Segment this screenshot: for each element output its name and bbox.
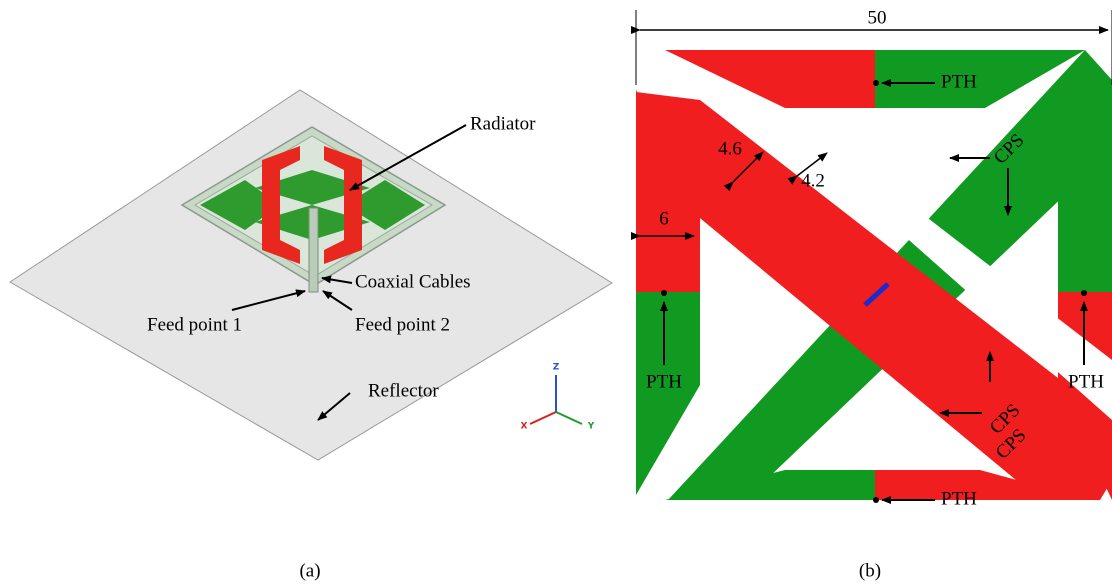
- axis-x: [530, 412, 556, 424]
- label: Reflector: [368, 380, 439, 401]
- pth-dot: [873, 80, 879, 86]
- coaxial-cable: [309, 208, 318, 292]
- top-bar-left: [665, 50, 875, 108]
- axis-y: [556, 412, 582, 424]
- label: PTH: [1068, 371, 1104, 392]
- pth-dot: [661, 290, 667, 296]
- axis-label: Z: [553, 363, 560, 373]
- label: PTH: [646, 371, 682, 392]
- label: Feed point 1: [147, 314, 242, 335]
- dimension: 6: [659, 208, 669, 229]
- label: PTH: [941, 488, 977, 509]
- label: Radiator: [470, 113, 536, 134]
- axis-label: X: [521, 422, 528, 432]
- figure: Radiator Coaxial Cables Feed point 1 Fee…: [0, 0, 1112, 588]
- panel-a: Radiator Coaxial Cables Feed point 1 Fee…: [10, 90, 612, 581]
- caption: (a): [299, 560, 320, 581]
- axis-label: Y: [587, 422, 595, 432]
- pth-dot: [873, 497, 879, 503]
- dimension: 4.6: [718, 138, 742, 159]
- dimension: 4.2: [801, 170, 825, 191]
- left-bar-bottom: [636, 292, 700, 495]
- label: Feed point 2: [355, 314, 450, 335]
- label: Coaxial Cables: [355, 271, 471, 292]
- caption: (b): [859, 560, 881, 581]
- dimension: 50: [868, 7, 887, 28]
- label: PTH: [941, 71, 977, 92]
- panel-b: 50 4.6 4.2 6 PTH PTH PTH PTH CPS CPS CPS…: [636, 7, 1112, 581]
- pth-dot: [1081, 290, 1087, 296]
